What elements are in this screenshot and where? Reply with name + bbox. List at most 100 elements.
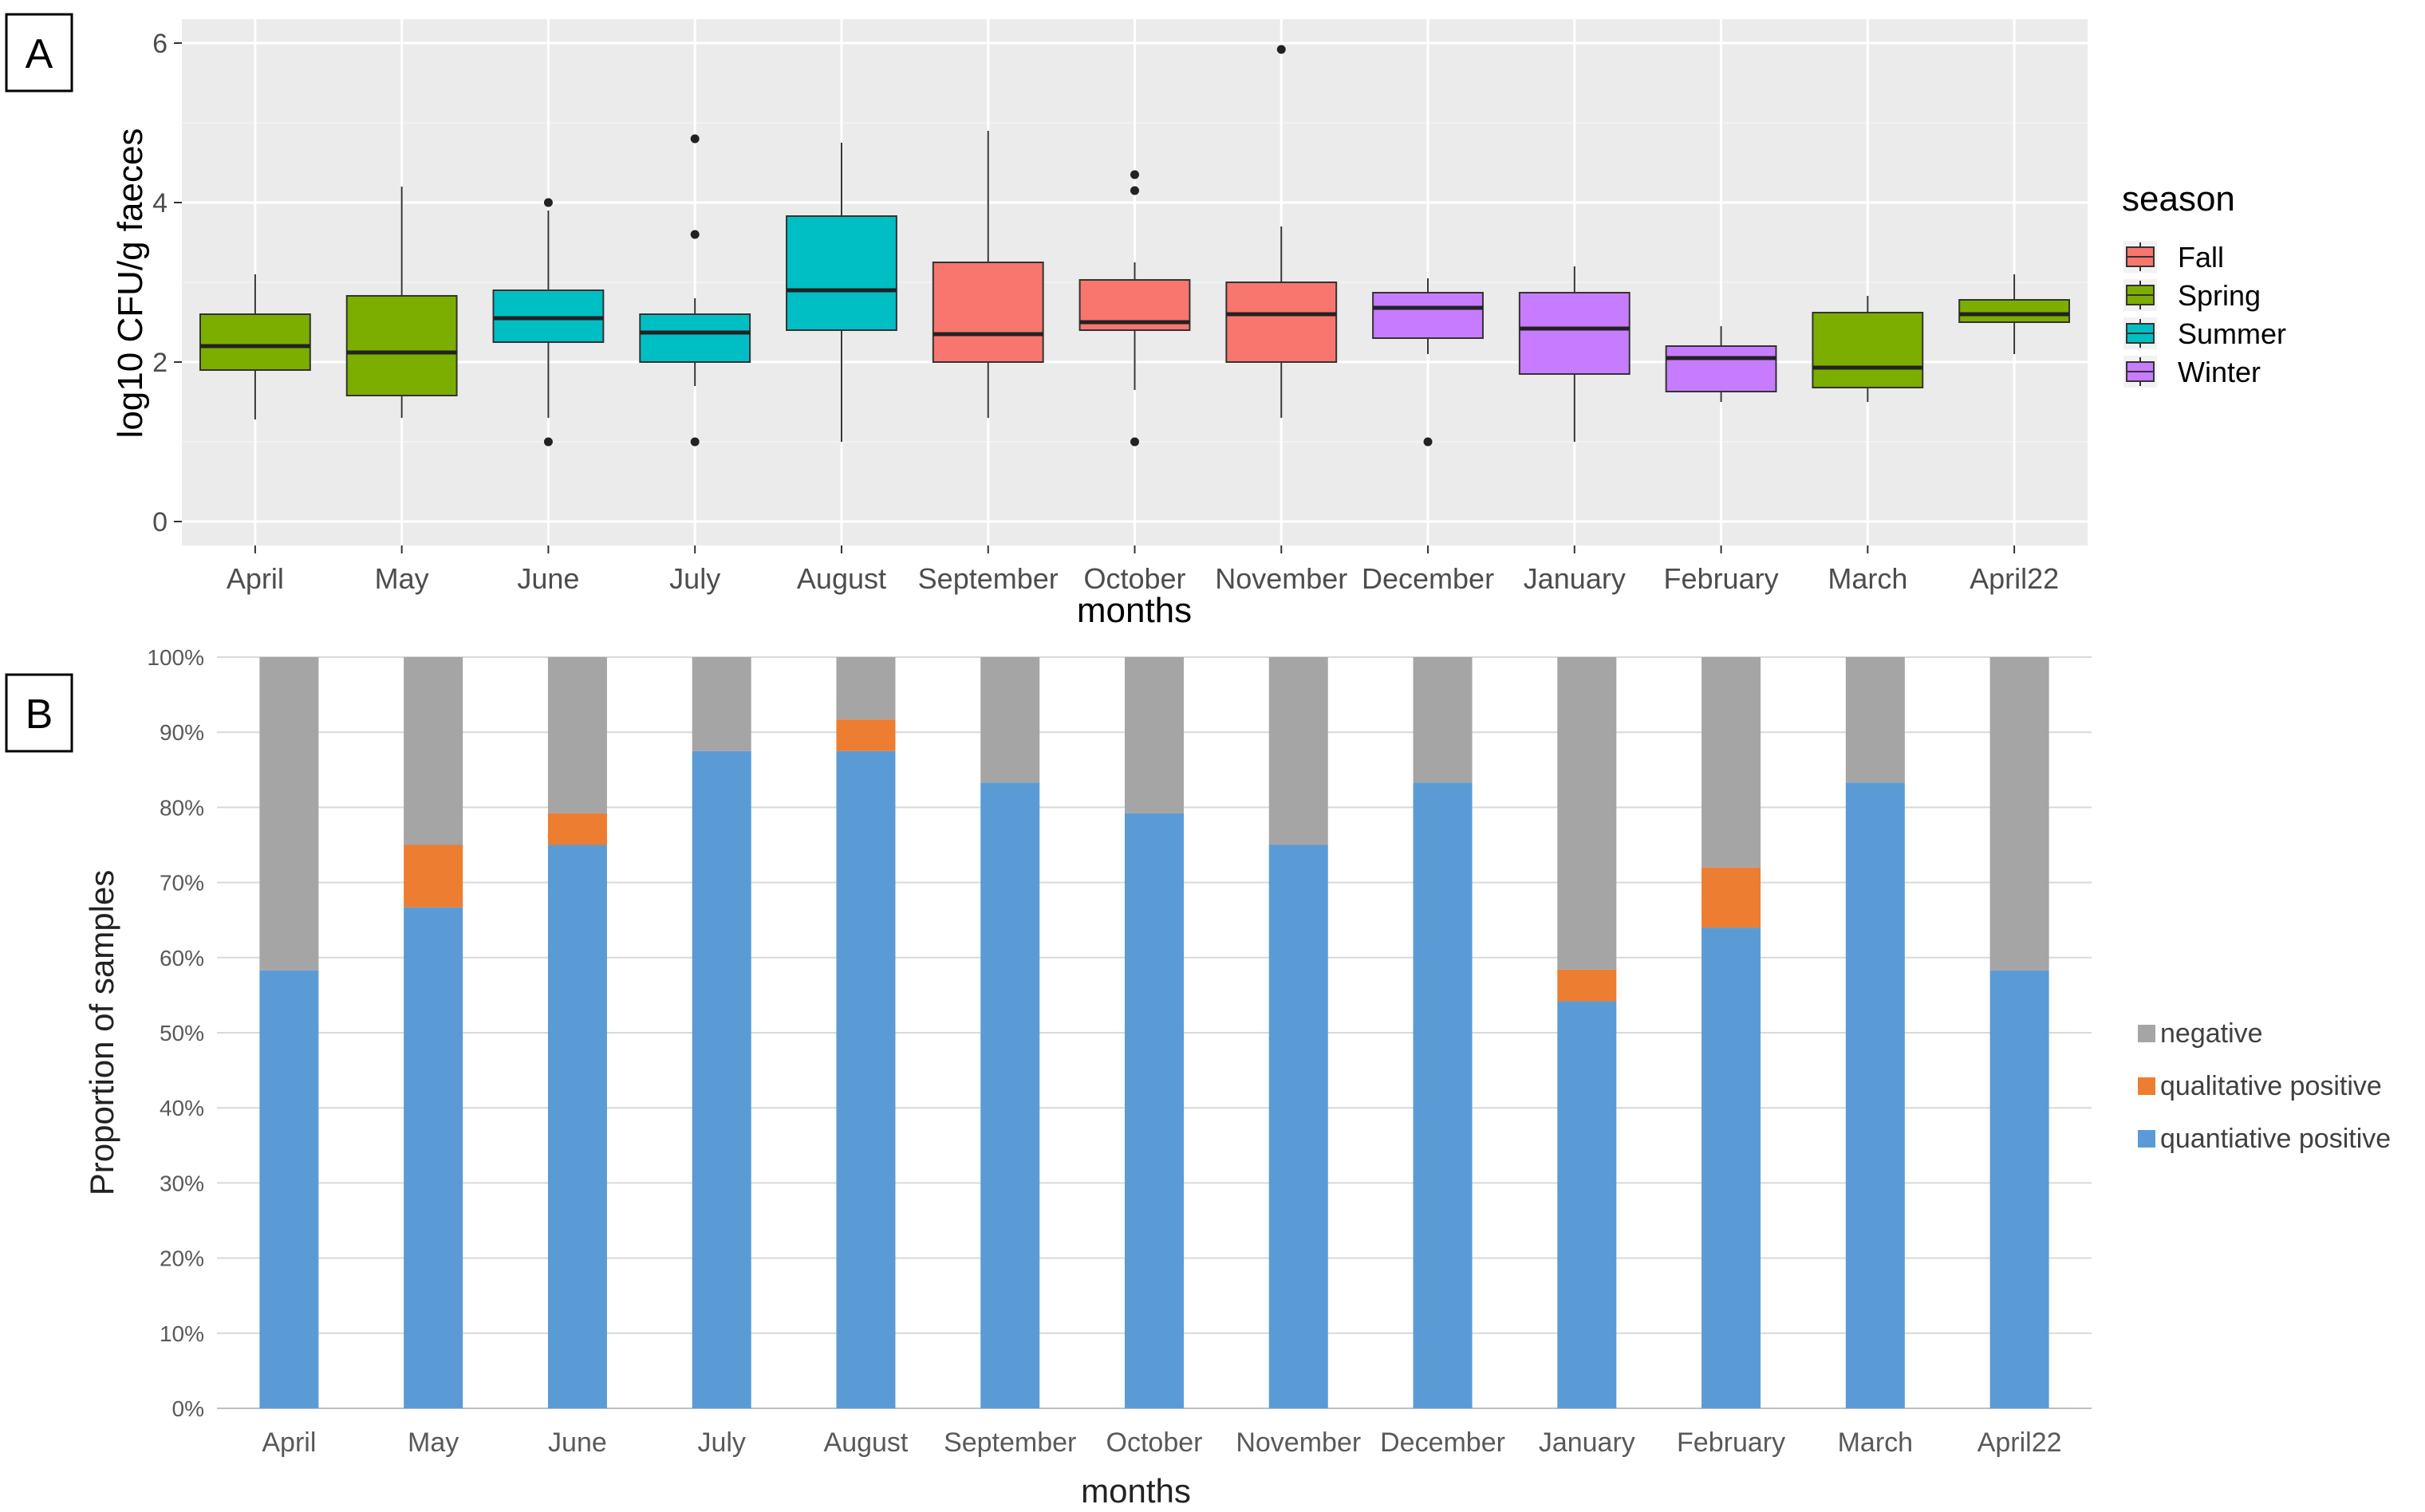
legend-item-spring: Spring [2123, 279, 2261, 312]
outlier-point [690, 437, 700, 447]
legend-item-summer: Summer [2123, 317, 2286, 350]
bar-segment-quantiative-positive [404, 907, 463, 1408]
bar-segment-negative [980, 657, 1040, 783]
sample-status-legend: negative qualitative positive quantiative … [2138, 1018, 2391, 1154]
bar-segment-quantiative-positive [1989, 970, 2049, 1408]
bar-segment-qualitative-positive [1557, 969, 1617, 1002]
box-april [199, 274, 311, 419]
box-iqr [345, 295, 458, 396]
x-tick-label: April22 [1970, 562, 2059, 595]
panel-a-label: A [26, 31, 53, 77]
panel-a: A 0 2 4 6 April May June July August September Oc… [5, 13, 2286, 630]
bar-may [404, 657, 463, 1408]
bar-segment-quantiative-positive [692, 750, 751, 1408]
box-july [639, 134, 751, 447]
legend-label: Spring [2178, 279, 2261, 312]
bar-segment-negative [1413, 657, 1473, 783]
bar-january [1557, 657, 1617, 1408]
x-tick-label: March [1828, 562, 1907, 595]
bar-segment-negative [836, 657, 896, 720]
boxplot-x-axis-label: months [1077, 591, 1192, 630]
bar-segment-quantiative-positive [980, 782, 1040, 1408]
bar-segment-negative [547, 657, 607, 813]
y-tick-label: 2 [152, 348, 168, 378]
outlier-point [690, 230, 700, 239]
x-tick-label: February [1664, 562, 1779, 595]
legend-swatch [2138, 1130, 2155, 1148]
bar-segment-quantiative-positive [1701, 927, 1761, 1408]
panel-b-frame [5, 673, 73, 753]
bar-segment-quantiative-positive [1413, 782, 1473, 1408]
bar-segment-quantiative-positive [836, 750, 896, 1408]
y-tick-label: 50% [160, 1021, 204, 1045]
outlier-point [543, 198, 553, 207]
bar-segment-quantiative-positive [1557, 1001, 1617, 1408]
legend-label: quantiative positive [2160, 1124, 2391, 1154]
box-april22 [1958, 274, 2071, 354]
bar-segment-quantiative-positive [259, 970, 319, 1408]
bar-segment-quantiative-positive [1268, 845, 1328, 1408]
x-tick-label: July [669, 562, 720, 595]
bar-segment-negative [1701, 657, 1761, 868]
x-tick-label: May [408, 1427, 459, 1458]
x-tick-label: June [548, 1427, 607, 1458]
box-iqr [1812, 312, 1924, 388]
y-tick-label: 10% [160, 1321, 204, 1346]
box-june [492, 198, 605, 447]
box-october [1078, 170, 1191, 447]
bar-segment-negative [404, 657, 463, 845]
box-february [1665, 326, 1777, 402]
x-tick-label: December [1380, 1427, 1505, 1458]
box-august [786, 143, 897, 442]
x-tick-label: November [1236, 1427, 1361, 1458]
bar-chart-y-ticks: 0% 10% 20% 30% 40% 50% 60% 70% 80% 90% 100% [147, 645, 204, 1421]
y-tick-label: 4 [152, 188, 168, 219]
x-tick-label: January [1539, 1427, 1635, 1458]
y-tick-label: 6 [152, 29, 168, 59]
x-tick-label: March [1838, 1427, 1913, 1458]
outlier-point [1130, 186, 1139, 195]
x-tick-label: April [262, 1427, 316, 1458]
bar-chart-y-axis-label: Proportion of samples [83, 870, 120, 1196]
x-tick-label: October [1106, 1427, 1203, 1458]
x-tick-label: August [797, 562, 886, 595]
boxplot-y-ticks: 0 2 4 6 [152, 29, 182, 537]
bar-august [836, 657, 896, 1408]
bar-segment-quantiative-positive [1125, 813, 1184, 1408]
box-iqr [1225, 282, 1338, 363]
x-tick-label: June [517, 562, 579, 595]
bar-segment-qualitative-positive [547, 813, 607, 845]
box-iqr [639, 313, 751, 363]
x-tick-label: January [1524, 562, 1626, 595]
y-tick-label: 60% [160, 946, 204, 971]
bar-june [547, 657, 607, 1408]
panel-b: B 0% 10% 20% 30% 40% 50% 60% 70% 80% 90% 100% Apri… [5, 645, 2391, 1510]
x-tick-label: December [1362, 562, 1494, 595]
bar-segment-negative [1557, 657, 1617, 970]
x-tick-label: February [1677, 1427, 1785, 1458]
y-tick-label: 0% [172, 1396, 204, 1421]
box-september [932, 131, 1044, 418]
panel-a-frame [5, 13, 73, 93]
x-tick-label: November [1215, 562, 1347, 595]
boxplot-boxes [199, 45, 2071, 447]
bar-november [1268, 657, 1328, 1408]
bar-february [1701, 657, 1761, 1408]
x-tick-label: August [824, 1427, 909, 1458]
bar-october [1125, 657, 1184, 1408]
x-tick-label: April [227, 562, 284, 595]
bar-segment-qualitative-positive [1701, 867, 1761, 928]
y-tick-label: 80% [160, 795, 204, 820]
outlier-point [690, 134, 700, 144]
legend-swatch [2138, 1025, 2155, 1042]
outlier-point [1423, 437, 1433, 447]
bar-segment-negative [692, 657, 751, 751]
legend-swatch [2138, 1077, 2155, 1095]
bar-september [980, 657, 1040, 1408]
box-iqr [1518, 292, 1630, 375]
bar-segment-negative [1845, 657, 1905, 783]
box-iqr [199, 313, 311, 371]
y-tick-label: 20% [160, 1246, 204, 1271]
boxplot-x-ticks: April May June July August September October No… [227, 545, 2059, 595]
